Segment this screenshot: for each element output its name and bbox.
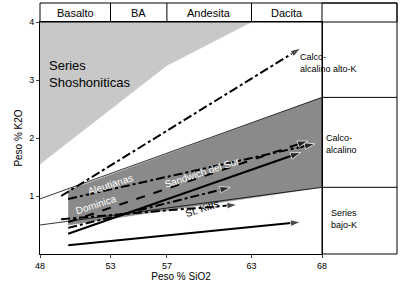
svg-text:SeriesShoshoniticas: SeriesShoshoniticas [49, 58, 130, 90]
svg-text:Sandwich del Sur: Sandwich del Sur [163, 155, 241, 190]
svg-text:St. Kitts: St. Kitts [184, 198, 220, 219]
svg-text:63: 63 [246, 261, 256, 271]
svg-text:Dominica: Dominica [74, 193, 117, 216]
svg-text:Peso % K2O: Peso % K2O [13, 109, 24, 166]
svg-text:Calco-alcalino: Calco-alcalino [326, 133, 357, 155]
svg-text:57: 57 [162, 261, 172, 271]
svg-text:68: 68 [317, 261, 327, 271]
svg-text:53: 53 [105, 261, 115, 271]
svg-text:48: 48 [35, 261, 45, 271]
svg-text:BA: BA [131, 7, 146, 19]
svg-text:3: 3 [29, 75, 34, 85]
svg-text:1: 1 [29, 191, 34, 201]
svg-text:Dacita: Dacita [271, 7, 303, 19]
svg-text:Andesita: Andesita [187, 7, 231, 19]
svg-text:4: 4 [29, 17, 34, 27]
svg-text:2: 2 [29, 133, 34, 143]
svg-text:Calco-alcalino alto-K: Calco-alcalino alto-K [300, 52, 357, 74]
svg-text:Basalto: Basalto [57, 7, 94, 19]
svg-text:Aleutianas: Aleutianas [86, 172, 134, 197]
svg-text:Seriesbajo-K: Seriesbajo-K [331, 208, 357, 230]
svg-text:Peso % SiO2: Peso % SiO2 [151, 271, 211, 282]
